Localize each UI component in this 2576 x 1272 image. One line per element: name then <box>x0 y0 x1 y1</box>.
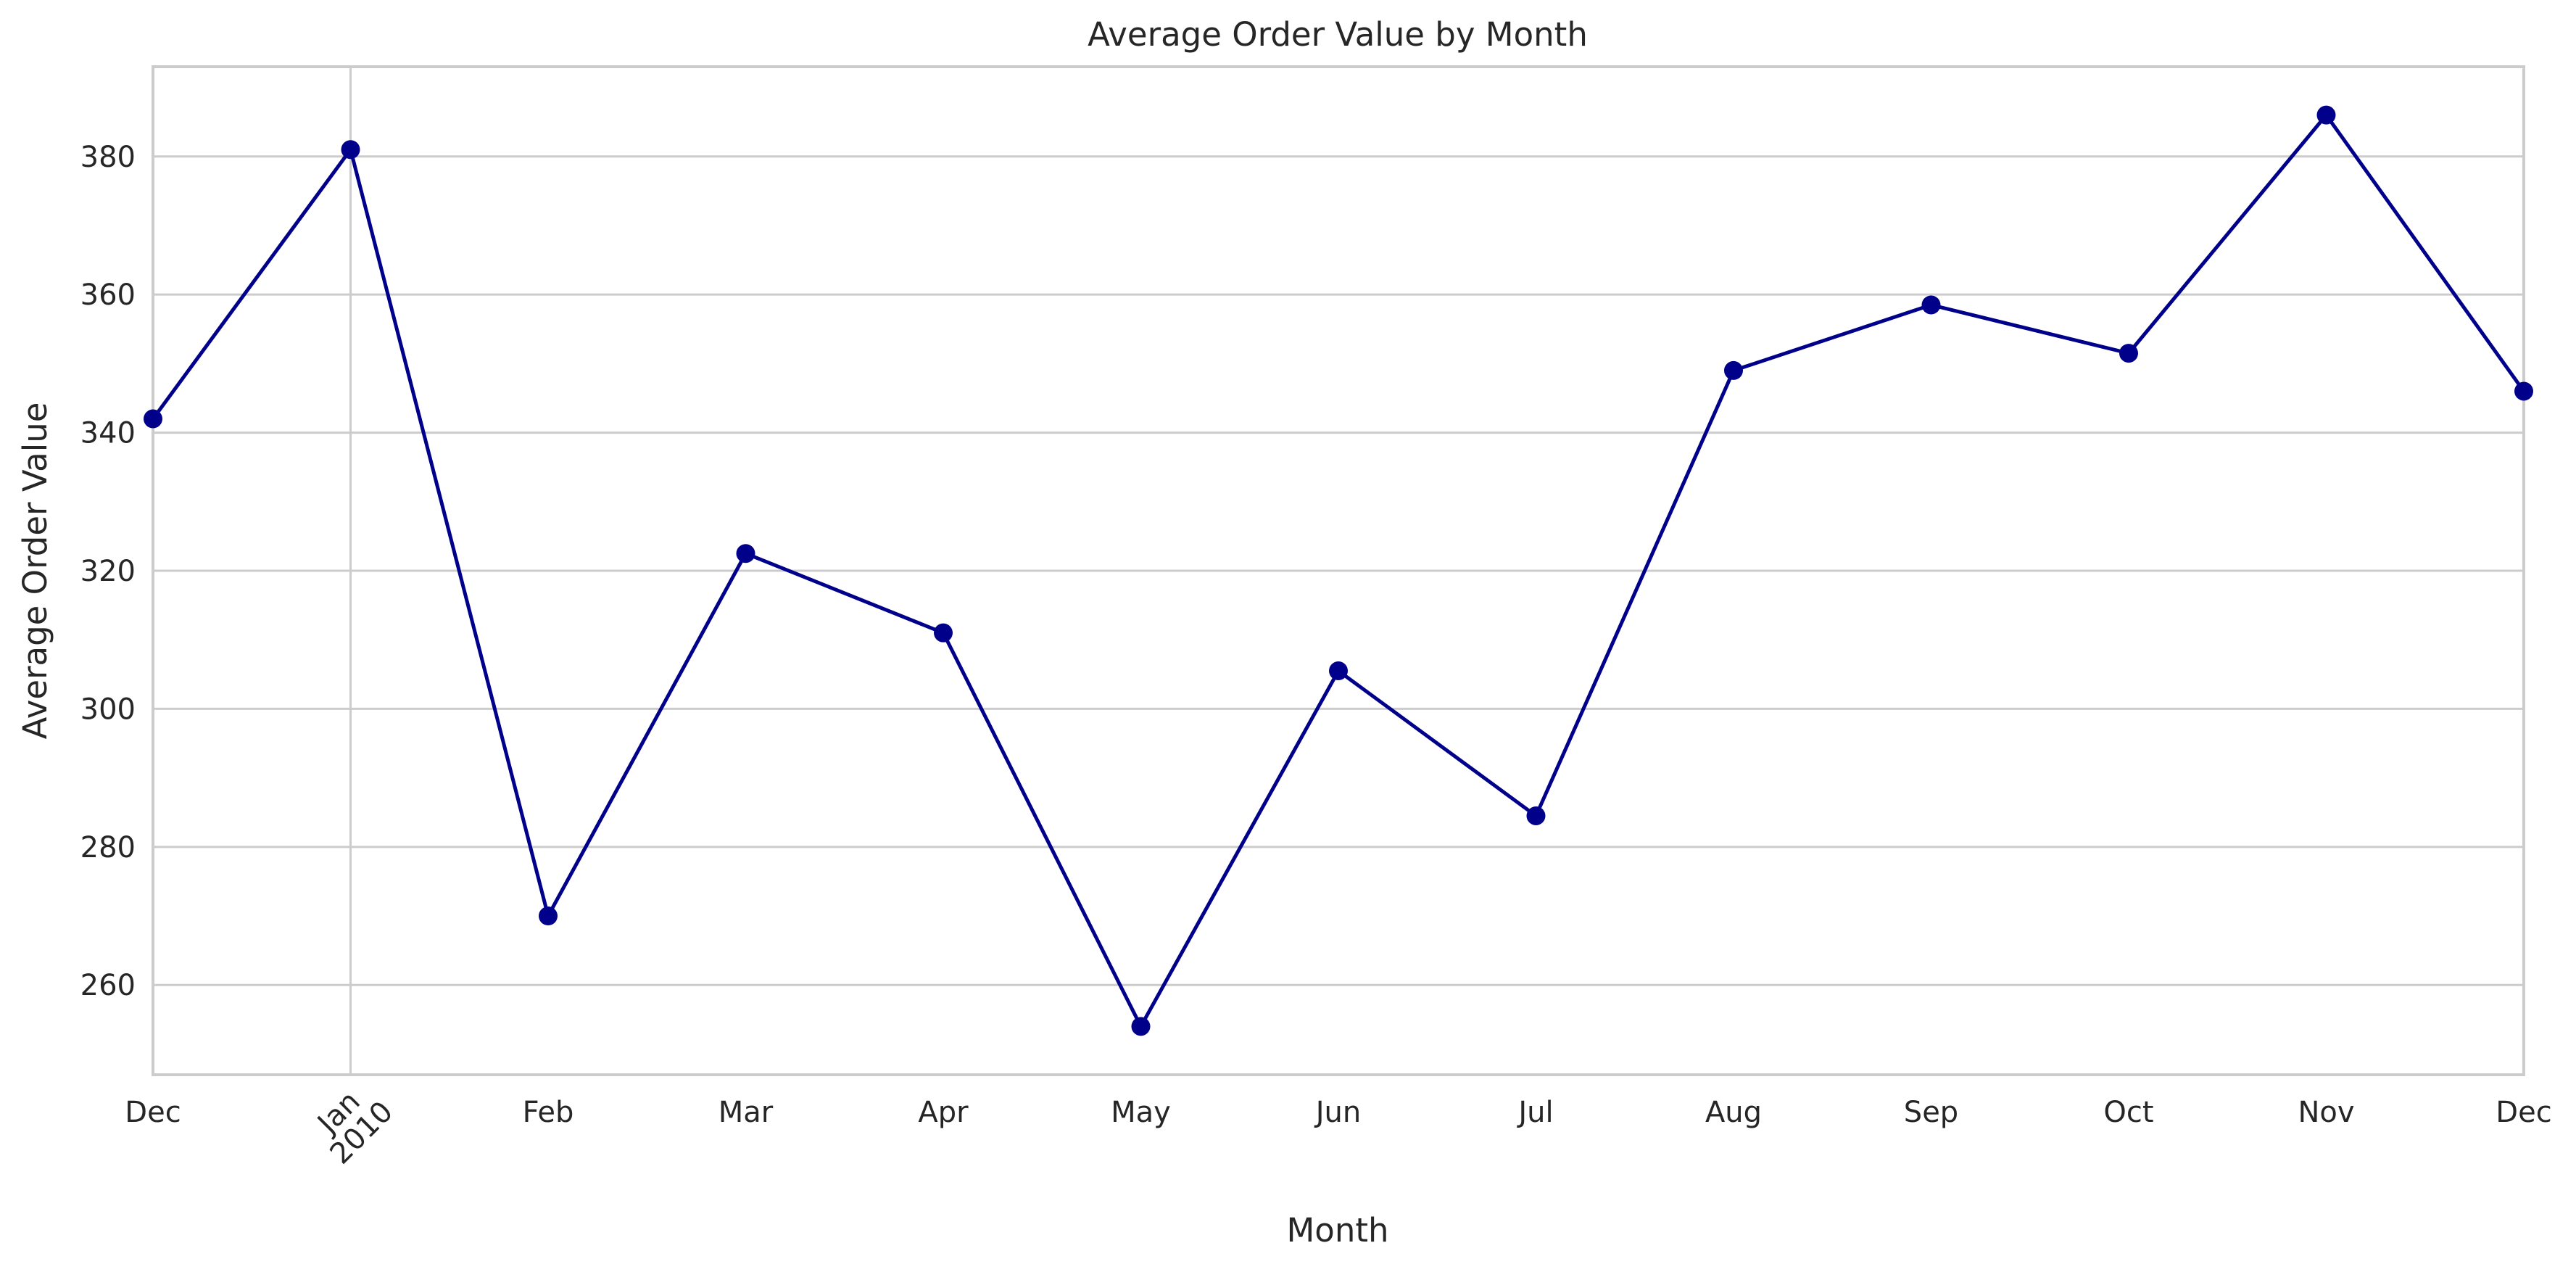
data-point <box>2119 344 2138 363</box>
data-point <box>736 544 755 563</box>
x-tick-label: Dec <box>2496 1096 2551 1129</box>
x-tick-label: Apr <box>918 1096 969 1129</box>
x-tick-label: Nov <box>2298 1096 2354 1129</box>
data-point <box>1724 360 1743 380</box>
y-tick-label: 260 <box>80 969 136 1002</box>
x-tick-label: Jul <box>1516 1096 1553 1129</box>
y-axis-label: Average Order Value <box>16 402 54 740</box>
horizontal-gridlines <box>153 155 2524 986</box>
series-line-group <box>144 105 2533 1036</box>
x-axis-label: Month <box>1286 1211 1388 1250</box>
data-point <box>539 906 558 926</box>
x-tick-label: Jun <box>1314 1096 1362 1129</box>
x-tick-label: Aug <box>1705 1096 1762 1129</box>
x-tick-label: Feb <box>523 1096 574 1129</box>
x-tick-label: Dec <box>125 1096 181 1129</box>
y-tick-label: 340 <box>80 417 136 450</box>
data-point <box>934 623 953 643</box>
plot-frame <box>152 65 2525 1076</box>
data-point <box>1526 806 1546 825</box>
x-tick-label: May <box>1111 1096 1171 1129</box>
y-tick-label: 360 <box>80 278 136 312</box>
data-point <box>341 140 360 160</box>
y-tick-label: 300 <box>80 693 136 726</box>
data-point <box>144 409 162 429</box>
data-point <box>1921 295 1941 315</box>
data-point <box>1131 1017 1151 1036</box>
data-point <box>1329 661 1348 681</box>
y-tick-label: 320 <box>80 555 136 588</box>
chart-title: Average Order Value by Month <box>1088 15 1588 54</box>
x-tick-label: Sep <box>1904 1096 1958 1129</box>
x-tick-label: Oct <box>2103 1096 2153 1129</box>
y-axis-ticks: 260 280 300 320 340 360 380 <box>80 141 136 1002</box>
y-tick-label: 280 <box>80 831 136 864</box>
x-tick-label: Mar <box>718 1096 774 1129</box>
data-point <box>2514 381 2533 401</box>
data-point <box>2316 105 2336 125</box>
y-tick-label: 380 <box>80 141 136 174</box>
